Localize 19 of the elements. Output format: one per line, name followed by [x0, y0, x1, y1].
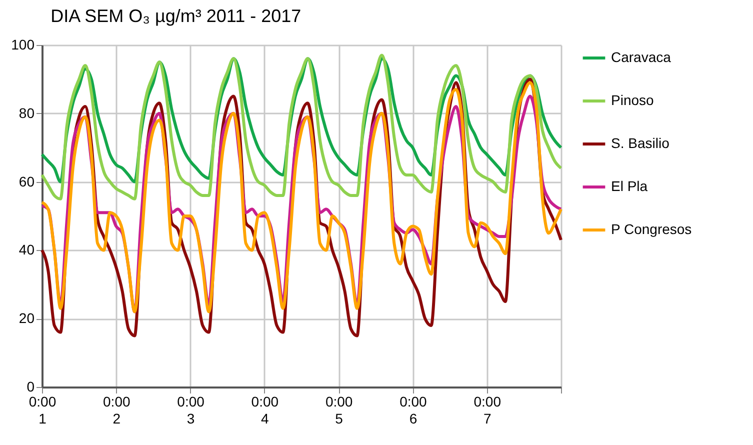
- legend-label: Pinoso: [611, 92, 654, 108]
- legend-label: S. Basilio: [611, 135, 670, 151]
- legend-label: El Pla: [611, 178, 648, 194]
- y-tick-label: 20: [18, 310, 35, 326]
- y-tick-label: 80: [18, 104, 35, 121]
- legend-label: Caravaca: [611, 49, 672, 65]
- x-tick-label: 0:00 5: [325, 394, 353, 426]
- legend-label: P Congresos: [611, 221, 692, 237]
- y-tick-label: 40: [18, 242, 35, 258]
- y-tick-label: 0: [26, 378, 35, 394]
- x-tick-label: 0:00 7: [474, 394, 502, 426]
- x-tick-label: 0:00 2: [103, 394, 130, 426]
- x-tick-label: 0:00 4: [251, 394, 279, 426]
- x-tick-label: 0:00 3: [177, 394, 205, 426]
- x-tick-label: 0:00 6: [400, 394, 428, 426]
- x-tick-label: 0:00 1: [28, 394, 56, 426]
- chart-title: DIA SEM O₃ µg/m³ 2011 - 2017: [50, 6, 302, 26]
- y-tick-label: 100: [11, 36, 35, 52]
- y-tick-label: 60: [18, 173, 35, 190]
